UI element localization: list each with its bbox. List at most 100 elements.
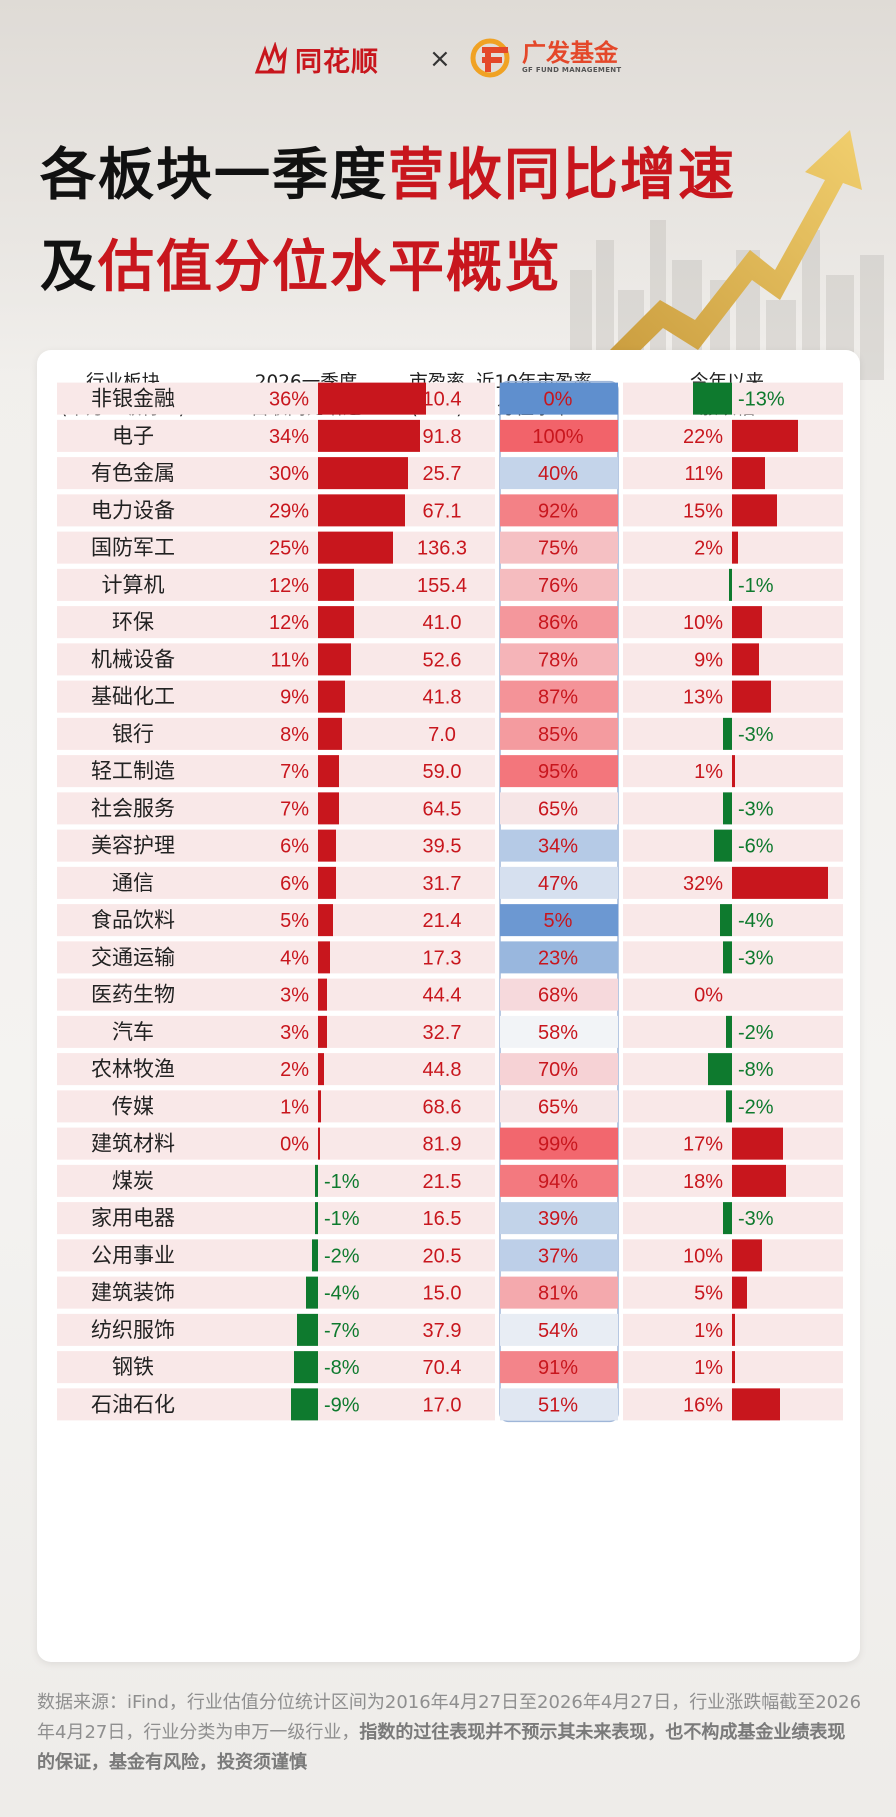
percentile-cell [500,1351,618,1384]
row-background [57,1015,495,1048]
row-background-ytd [623,382,843,415]
growth-bar [318,1127,320,1160]
ytd-value-label: 15% [683,500,723,522]
ytd-value-label: -3% [738,947,774,969]
growth-bar [318,643,351,676]
pe-value-label: 41.0 [423,612,462,634]
pe-value-label: 20.5 [423,1245,462,1267]
ytd-bar [732,494,777,527]
percentile-value-label: 99% [538,1134,578,1156]
ytd-bar [708,1053,732,1086]
growth-value-label: -8% [324,1357,360,1379]
percentile-value-label: 65% [538,1096,578,1118]
ytd-bar [723,792,732,825]
percentile-value-label: 91% [538,1357,578,1379]
ytd-value-label: 22% [683,426,723,448]
growth-value-label: -7% [324,1320,360,1342]
growth-bar [318,531,393,564]
growth-value-label: 1% [280,1096,309,1118]
row-background [57,568,495,601]
sector-label: 银行 [112,723,154,746]
ytd-value-label: 9% [694,649,723,671]
percentile-value-label: 65% [538,798,578,820]
percentile-value-label: 85% [538,724,578,746]
growth-value-label: 7% [280,798,309,820]
growth-value-label: 12% [269,612,309,634]
percentile-cell [500,1202,618,1235]
growth-bar [318,829,336,862]
growth-value-label: 2% [280,1059,309,1081]
growth-bar [318,755,339,788]
pe-value-label: 41.8 [423,687,462,709]
percentile-value-label: 47% [538,873,578,895]
row-background [57,755,495,788]
pe-value-label: 37.9 [423,1320,462,1342]
percentile-cell [500,941,618,974]
sector-label: 美容护理 [91,835,175,858]
percentile-cell [500,1388,618,1421]
row-background-ytd [623,1053,843,1086]
growth-bar [318,904,333,937]
header-background [0,0,896,380]
sector-label: 汽车 [112,1021,154,1044]
ytd-value-label: 5% [694,1283,723,1305]
pe-value-label: 59.0 [423,761,462,783]
growth-bar [318,1015,327,1048]
gf-fund-name: 广发基金 [522,39,618,67]
percentile-cell [500,457,618,490]
sector-label: 石油石化 [91,1393,175,1416]
percentile-cell [500,866,618,899]
pe-value-label: 15.0 [423,1283,462,1305]
sector-label: 基础化工 [91,686,175,709]
sector-label: 食品饮料 [91,909,175,932]
row-background-ytd [623,792,843,825]
ytd-value-label: 16% [683,1394,723,1416]
percentile-cell [500,755,618,788]
ytd-value-label: -13% [738,389,785,411]
row-background-ytd [623,978,843,1011]
row-background [57,494,495,527]
ytd-value-label: -2% [738,1022,774,1044]
title-line1-black: 各板块一季度 [40,143,388,208]
gf-fund-logo: 广发基金 GF FUND MANAGEMENT [468,36,622,78]
growth-bar [315,1202,318,1235]
ytd-bar [732,866,828,899]
ytd-bar [723,1202,732,1235]
ytd-bar [732,643,759,676]
pe-value-label: 21.4 [423,910,462,932]
pe-value-label: 7.0 [428,724,456,746]
sector-label: 机械设备 [91,648,175,671]
ytd-bar [732,419,798,452]
growth-bar [318,606,354,639]
gf-fund-subname: GF FUND MANAGEMENT [522,66,622,74]
ytd-bar [723,941,732,974]
percentile-value-label: 94% [538,1171,578,1193]
growth-value-label: 25% [269,538,309,560]
percentile-value-label: 37% [538,1245,578,1267]
pe-value-label: 68.6 [423,1096,462,1118]
percentile-value-label: 58% [538,1022,578,1044]
pe-value-label: 17.3 [423,947,462,969]
growth-value-label: 8% [280,724,309,746]
growth-value-label: 29% [269,500,309,522]
sector-label: 有色金属 [91,462,175,485]
pe-value-label: 70.4 [423,1357,462,1379]
percentile-cell [500,1015,618,1048]
sector-label: 非银金融 [91,388,175,411]
sector-label: 纺织服饰 [91,1319,175,1342]
footnote-source: 数据来源：iFind，行业估值分位统计区间为2016年4月27日至2026年4月… [37,1692,862,1743]
percentile-cell [500,419,618,452]
tonghuashun-name: 同花顺 [295,47,379,78]
percentile-cell [500,1090,618,1123]
growth-value-label: 11% [270,649,309,671]
growth-bar [318,866,336,899]
title-line2-black: 及 [40,235,98,300]
page-title-line2: 及估值分位水平概览 [40,222,562,303]
growth-bar [318,494,405,527]
growth-bar [306,1276,318,1309]
row-background-ytd [623,717,843,750]
growth-bar [318,941,330,974]
growth-value-label: 36% [269,389,309,411]
percentile-value-label: 39% [538,1208,578,1230]
pe-value-label: 32.7 [423,1022,462,1044]
